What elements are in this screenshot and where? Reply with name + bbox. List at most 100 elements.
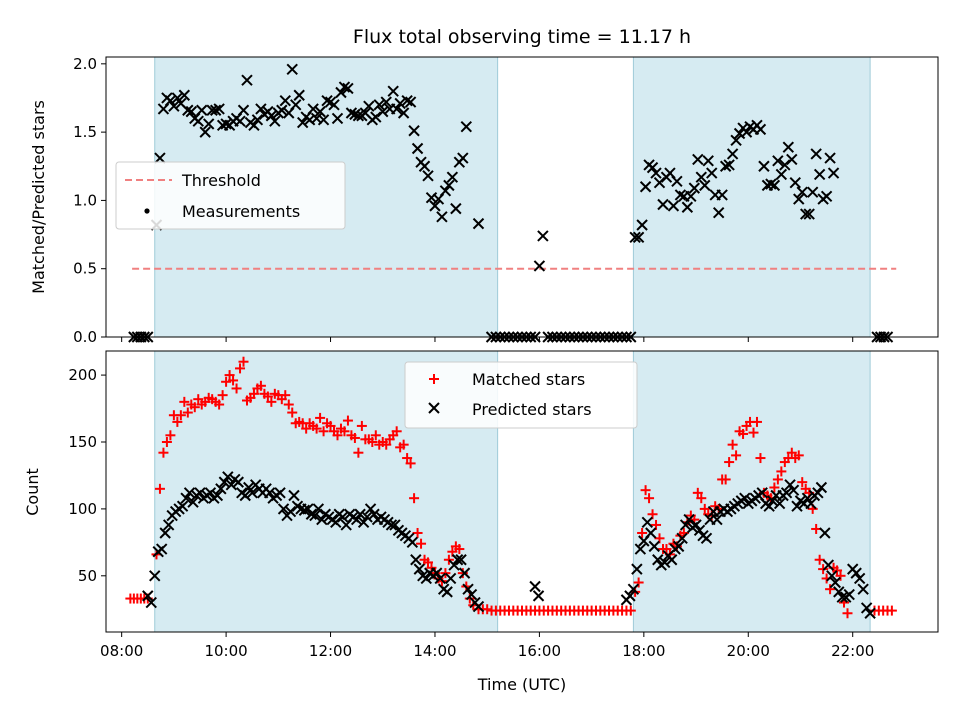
predicted-star-point xyxy=(168,100,180,112)
predicted-star-point xyxy=(279,95,291,107)
predicted-star-point xyxy=(290,99,302,111)
predicted-star-point xyxy=(342,82,354,95)
predicted-star-point xyxy=(286,63,298,75)
predicted-star-point xyxy=(422,170,434,182)
predicted-star-point xyxy=(645,527,657,539)
matched-star-point xyxy=(814,554,825,565)
x-tick-label: 10:00 xyxy=(204,642,247,660)
x-tick-label: 14:00 xyxy=(413,642,456,660)
predicted-star-point xyxy=(457,152,469,164)
top-y-tick-label: 0.0 xyxy=(73,328,97,346)
predicted-star-point xyxy=(829,576,842,589)
predicted-star-point xyxy=(472,600,485,613)
predicted-star-point xyxy=(768,179,781,192)
predicted-star-point xyxy=(690,519,702,531)
predicted-star-point xyxy=(857,583,869,595)
matched-star-point xyxy=(280,390,291,401)
predicted-star-point xyxy=(448,559,460,571)
matched-star-point xyxy=(886,605,897,616)
predicted-star-point xyxy=(674,189,687,201)
matched-star-point xyxy=(776,466,787,477)
matched-star-point xyxy=(175,410,186,421)
predicted-star-point xyxy=(632,231,645,243)
predicted-star-point xyxy=(533,260,546,272)
top-y-tick-label: 0.5 xyxy=(73,260,97,278)
predicted-star-point xyxy=(155,543,168,555)
matched-star-point xyxy=(699,503,710,514)
predicted-star-point xyxy=(791,500,803,512)
matched-star-point xyxy=(769,482,780,493)
predicted-star-point xyxy=(805,497,817,510)
predicted-star-point xyxy=(813,168,826,181)
predicted-star-point xyxy=(779,159,791,171)
matched-star-point xyxy=(720,474,731,485)
matched-star-point xyxy=(842,608,853,619)
predicted-star-point xyxy=(692,153,704,166)
predicted-star-point xyxy=(298,504,311,516)
predicted-star-point xyxy=(756,487,768,499)
matched-star-point xyxy=(786,447,797,458)
matched-star-point xyxy=(315,412,326,423)
predicted-star-point xyxy=(754,123,767,136)
predicted-star-point xyxy=(296,116,309,129)
predicted-star-point xyxy=(390,103,403,115)
matched-star-point xyxy=(423,557,434,568)
chart-title: Flux total observing time = 11.17 h xyxy=(353,26,691,48)
matched-star-point xyxy=(182,407,193,418)
matched-star-point xyxy=(228,375,239,386)
predicted-star-point xyxy=(265,110,278,122)
predicted-star-point xyxy=(239,489,251,502)
matched-star-point xyxy=(158,447,169,458)
predicted-star-point xyxy=(653,176,666,189)
matched-star-point xyxy=(727,439,738,450)
predicted-star-point xyxy=(450,202,462,215)
predicted-star-point xyxy=(650,167,662,179)
predicted-star-point xyxy=(740,126,753,138)
predicted-star-point xyxy=(330,516,342,528)
matched-star-point xyxy=(287,407,298,418)
matched-star-point xyxy=(696,493,707,504)
predicted-star-point xyxy=(263,487,276,499)
bottom-y-tick-label: 100 xyxy=(68,500,97,518)
predicted-star-point xyxy=(766,495,779,507)
predicted-star-point xyxy=(213,103,225,115)
predicted-star-point xyxy=(860,602,873,614)
x-axis-label: Time (UTC) xyxy=(477,675,566,694)
predicted-star-point xyxy=(775,168,788,181)
predicted-star-point xyxy=(782,141,795,153)
predicted-star-point xyxy=(659,556,671,569)
predicted-star-point xyxy=(434,572,446,585)
matched-star-point xyxy=(332,430,343,441)
predicted-star-point xyxy=(443,179,455,192)
predicted-star-point xyxy=(335,86,347,99)
bottom-y-tick-label: 200 xyxy=(68,366,97,384)
bottom-y-tick-label: 150 xyxy=(68,433,97,451)
matched-star-point xyxy=(325,420,336,431)
predicted-star-point xyxy=(441,586,453,598)
predicted-star-point xyxy=(234,115,246,127)
predicted-star-point xyxy=(248,119,260,131)
predicted-star-point xyxy=(307,103,319,115)
matched-star-point xyxy=(454,544,465,555)
predicted-star-point xyxy=(444,572,457,585)
predicted-star-point xyxy=(171,92,184,104)
predicted-star-point xyxy=(255,103,267,115)
matched-star-point xyxy=(793,450,804,461)
legend-matched-swatch xyxy=(429,374,439,384)
predicted-star-point xyxy=(215,483,227,495)
predicted-star-point xyxy=(337,511,349,523)
matched-star-point xyxy=(266,396,277,407)
x-tick-label: 22:00 xyxy=(831,642,874,660)
predicted-star-point xyxy=(178,89,191,101)
predicted-star-point xyxy=(641,516,654,528)
matched-star-point xyxy=(772,474,783,485)
predicted-star-point xyxy=(843,588,855,601)
predicted-star-point xyxy=(683,513,695,526)
predicted-star-point xyxy=(187,496,199,508)
predicted-star-point xyxy=(836,591,848,603)
predicted-star-point xyxy=(796,186,808,198)
predicted-star-point xyxy=(394,97,406,110)
predicted-star-point xyxy=(408,125,420,137)
predicted-star-point xyxy=(800,208,812,220)
matched-star-point xyxy=(633,577,644,588)
